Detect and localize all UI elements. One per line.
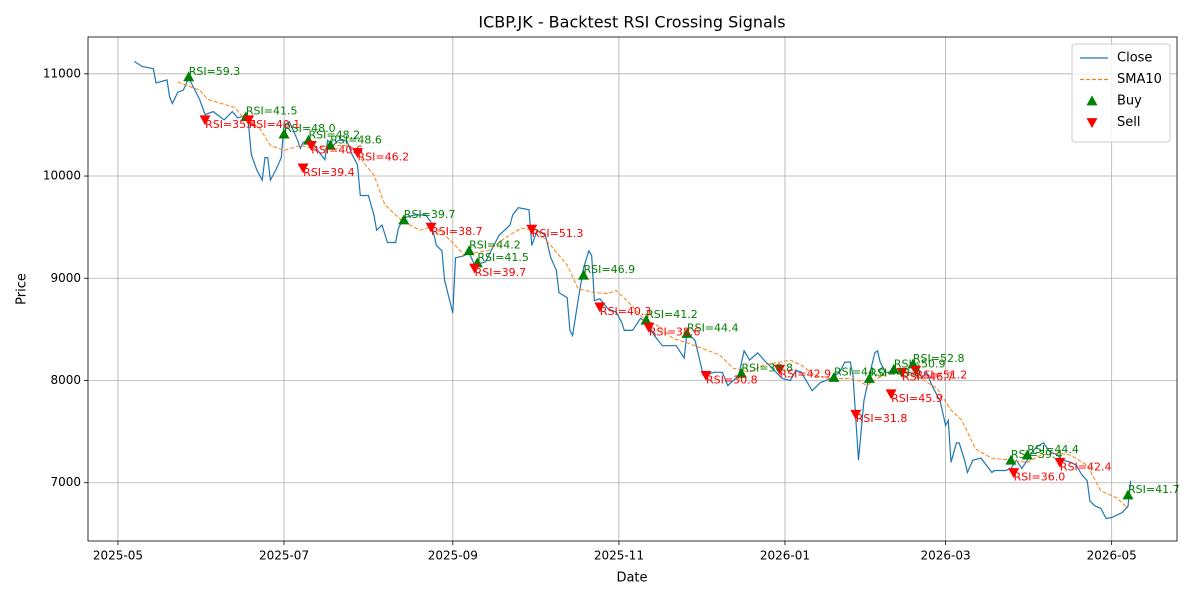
signal-marker <box>828 371 840 382</box>
signal-marker <box>183 71 195 82</box>
signal-marker <box>526 224 538 235</box>
x-tick-label: 2026-03 <box>921 549 971 563</box>
signal-marker <box>735 367 747 378</box>
signal-annotation: RSI=41.5 <box>246 105 298 118</box>
signal-annotation: RSI=48.2 <box>309 128 361 141</box>
y-axis-label: Price <box>15 273 30 305</box>
signal-annotation: RSI=35.4 <box>205 118 257 131</box>
signal-annotation: RSI=46.9 <box>583 263 635 276</box>
legend-box <box>1071 43 1171 143</box>
signal-annotation: RSI=40.1 <box>249 118 301 131</box>
signal-marker <box>640 314 652 325</box>
signal-marker <box>1008 468 1020 479</box>
signal-marker <box>910 365 922 376</box>
signal-annotation: RSI=46.2 <box>358 151 410 164</box>
signal-marker <box>681 327 693 338</box>
signal-annotation: RSI=31.8 <box>856 412 908 425</box>
signal-annotation: RSI=48.0 <box>284 122 336 135</box>
signal-annotation: RSI=46.7 <box>902 370 954 383</box>
signal-annotation: RSI=43.9 <box>869 366 921 379</box>
legend-swatch <box>1086 95 1098 106</box>
y-tick-label: 7000 <box>50 475 81 489</box>
signal-annotation: RSI=51.3 <box>532 227 584 240</box>
x-tick-label: 2025-07 <box>259 549 309 563</box>
signal-annotation: RSI=40.6 <box>311 143 363 156</box>
signal-annotation: RSI=42.4 <box>1060 460 1112 473</box>
signal-marker <box>1005 454 1017 465</box>
signal-marker <box>398 214 410 225</box>
signal-annotation: RSI=44.4 <box>687 321 739 334</box>
signal-annotation: RSI=41.7 <box>1128 483 1180 496</box>
signal-annotation: RSI=51.2 <box>916 368 968 381</box>
legend-label: SMA10 <box>1117 72 1162 87</box>
signal-annotation: RSI=30.8 <box>706 373 758 386</box>
signal-annotation: RSI=45.9 <box>891 392 943 405</box>
x-tick-label: 2025-09 <box>428 549 478 563</box>
signal-marker <box>469 263 481 274</box>
price-line <box>133 60 1132 520</box>
signal-annotation: RSI=50.9 <box>894 357 946 370</box>
signal-annotation: RSI=41.2 <box>646 308 698 321</box>
signal-marker <box>278 128 290 139</box>
signal-annotation: RSI=38.6 <box>649 325 701 338</box>
signal-annotation: RSI=38.7 <box>431 225 483 238</box>
signal-marker <box>243 115 255 126</box>
x-tick-label: 2026-05 <box>1087 549 1137 563</box>
x-axis-label: Date <box>616 571 647 586</box>
signal-marker <box>850 409 862 420</box>
signal-annotation: RSI=48.6 <box>330 133 382 146</box>
legend: Close SMA10 Buy Sell <box>1071 43 1171 143</box>
signal-marker <box>305 140 317 151</box>
signal-annotation: RSI=39.4 <box>303 166 355 179</box>
signal-marker <box>1122 489 1134 500</box>
signal-marker <box>643 322 655 333</box>
signal-marker <box>425 222 437 233</box>
signal-marker <box>885 389 897 400</box>
signal-marker <box>1054 457 1066 468</box>
signal-marker <box>896 367 908 378</box>
plot-frame <box>87 36 1178 542</box>
signal-marker <box>700 370 712 381</box>
signal-annotation: RSI=39.4 <box>1011 448 1063 461</box>
legend-label: Sell <box>1117 115 1140 130</box>
y-tick-label: 11000 <box>43 66 81 80</box>
signal-marker <box>324 139 336 150</box>
x-tick-label: 2025-05 <box>93 549 143 563</box>
signal-marker <box>594 302 606 313</box>
signal-annotation: RSI=44.2 <box>469 239 521 252</box>
chart-title: ICBP.JK - Backtest RSI Crossing Signals <box>478 13 785 32</box>
x-tick-label: 2025-11 <box>594 549 644 563</box>
signal-marker <box>463 245 475 256</box>
signal-annotation: RSI=44.0 <box>834 365 886 378</box>
signal-marker <box>1021 449 1033 460</box>
signal-annotation: RSI=39.7 <box>475 266 527 279</box>
signal-annotation: RSI=38.8 <box>741 361 793 374</box>
signal-marker <box>199 115 211 126</box>
signal-annotation: RSI=36.0 <box>1014 471 1066 484</box>
signal-annotation: RSI=59.3 <box>189 65 241 78</box>
signal-marker <box>297 163 309 174</box>
signal-annotation: RSI=44.4 <box>1027 443 1079 456</box>
x-tick-label: 2026-01 <box>760 549 810 563</box>
plot-area <box>133 60 1134 520</box>
signal-marker <box>774 364 786 375</box>
legend-label: Buy <box>1117 94 1142 109</box>
signal-annotation: RSI=41.5 <box>477 251 529 264</box>
signal-annotation: RSI=42.9 <box>780 367 832 380</box>
legend-label: Close <box>1117 51 1152 66</box>
signal-marker <box>863 372 875 383</box>
y-tick-label: 10000 <box>43 169 81 183</box>
signal-marker <box>577 269 589 280</box>
signal-annotation: RSI=39.7 <box>404 208 456 221</box>
signal-marker <box>888 363 900 374</box>
signal-annotation: RSI=40.3 <box>600 305 652 318</box>
y-tick-label: 8000 <box>50 373 81 387</box>
legend-swatch <box>1086 118 1098 128</box>
signal-marker <box>352 148 364 159</box>
signal-annotation: RSI=52.8 <box>913 352 965 365</box>
y-tick-label: 9000 <box>50 271 81 285</box>
